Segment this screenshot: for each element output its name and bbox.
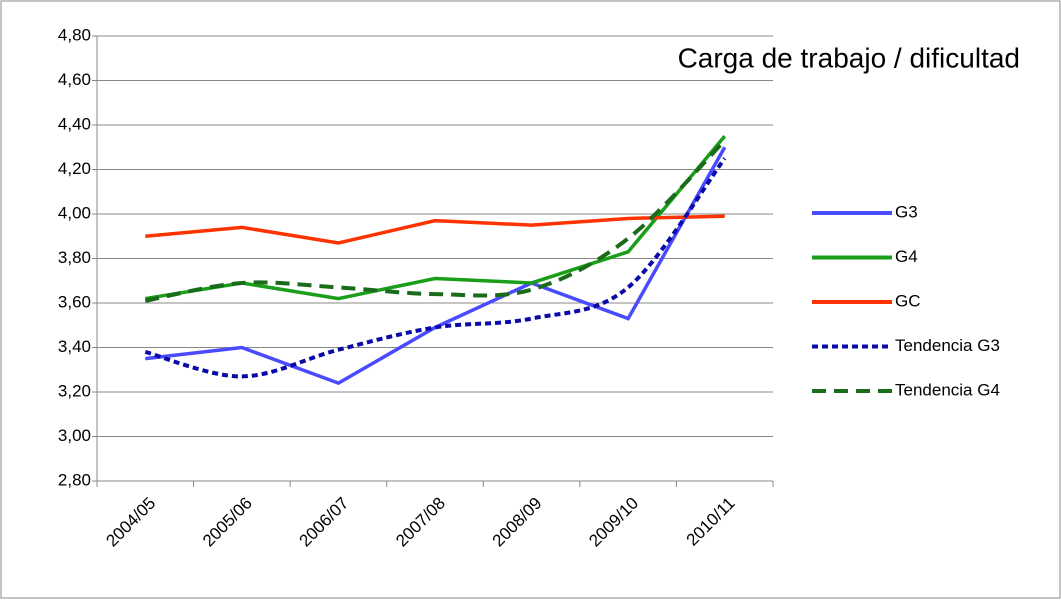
y-tick-label: 3,20	[58, 381, 91, 400]
y-tick-label: 3,00	[58, 426, 91, 445]
series-line	[145, 214, 725, 245]
y-tick-label: 2,80	[58, 470, 91, 489]
y-tick-label: 4,80	[58, 25, 91, 44]
legend-label: G4	[895, 247, 918, 266]
legend-label: G3	[895, 202, 918, 221]
y-tick-label: 3,40	[58, 337, 91, 356]
series-line	[144, 139, 727, 303]
y-tick-label: 4,60	[58, 70, 91, 89]
y-tick-label: 3,60	[58, 292, 91, 311]
series-line	[145, 146, 727, 386]
legend-label: GC	[895, 291, 921, 310]
legend-label: Tendencia G4	[895, 380, 1000, 399]
y-tick-label: 4,00	[58, 203, 91, 222]
y-tick-label: 4,20	[58, 159, 91, 178]
series-line	[144, 157, 727, 379]
legend-label: Tendencia G3	[895, 336, 1000, 355]
y-tick-label: 4,40	[58, 114, 91, 133]
y-tick-label: 3,80	[58, 248, 91, 267]
chart-title: Carga de trabajo / dificultad	[678, 42, 1020, 73]
